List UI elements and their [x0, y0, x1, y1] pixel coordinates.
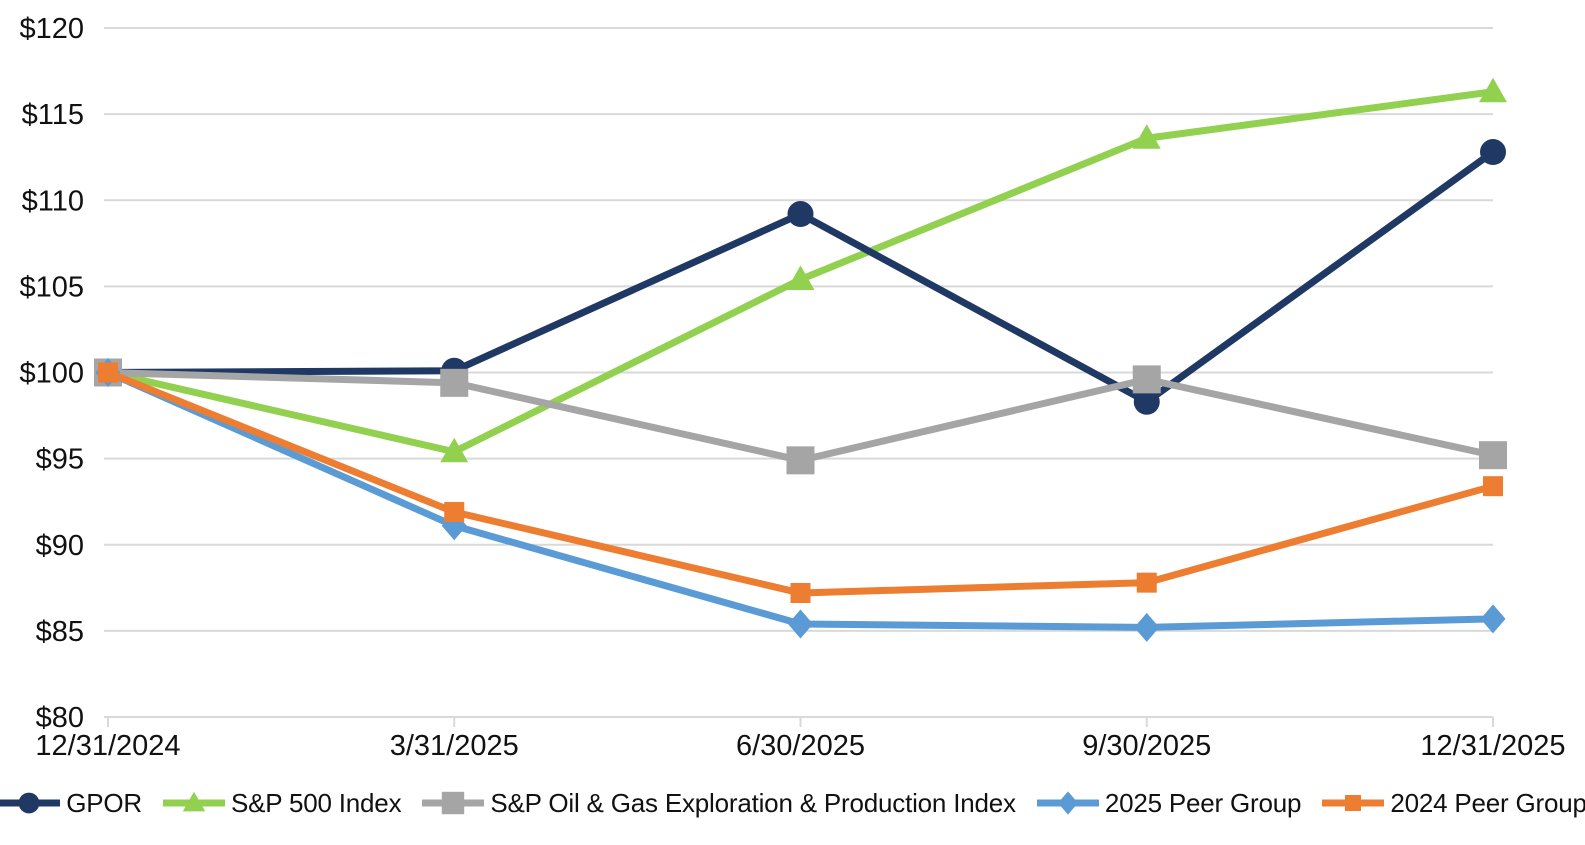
- x-axis-label: 3/31/2025: [390, 730, 519, 762]
- legend-marker-square-small-icon: [1322, 795, 1385, 811]
- legend-item-s-p-oil-gas-exploration-production-index: S&P Oil & Gas Exploration & Production I…: [422, 785, 1016, 821]
- legend-item-gpor: GPOR: [0, 785, 142, 821]
- data-point-2025-peer-group-2: [788, 609, 813, 639]
- y-tick-label: $110: [22, 185, 84, 217]
- y-tick-label: $80: [36, 702, 84, 734]
- data-point-2025-peer-group-3: [1134, 612, 1160, 642]
- data-point-s-p-oil-gas-exploration-production-index-3: [1132, 365, 1161, 394]
- x-axis-label: 6/30/2025: [736, 730, 865, 762]
- data-point-s-p-oil-gas-exploration-production-index-4: [1479, 441, 1507, 470]
- legend-marker-square-icon: [422, 791, 485, 815]
- legend-item-2025-peer-group: 2025 Peer Group: [1036, 785, 1302, 821]
- x-axis-label: 12/31/2024: [35, 730, 180, 762]
- legend-marker-circle-icon: [0, 792, 61, 814]
- data-point-2024-peer-group-4: [1483, 476, 1503, 497]
- legend-label: 2025 Peer Group: [1104, 787, 1302, 818]
- data-point-2025-peer-group-4: [1480, 604, 1506, 634]
- legend-item-2024-peer-group: 2024 Peer Group: [1322, 785, 1585, 821]
- series-s-p-500-index: [94, 77, 1507, 463]
- data-point-gpor-4: [1480, 139, 1506, 166]
- legend-label: S&P Oil & Gas Exploration & Production I…: [490, 787, 1016, 818]
- data-point-s-p-500-index-2: [786, 265, 815, 290]
- y-tick-label: $90: [36, 530, 84, 562]
- legend-marker-shape: [442, 791, 465, 815]
- data-point-s-p-500-index-3: [1132, 124, 1161, 149]
- legend-item-s-p-500-index: S&P 500 Index: [162, 785, 402, 821]
- plot-area: $80 $85 $90 $95 $100 $105 $110 $115 $120 12/31/20…: [19, 13, 1565, 762]
- series-line-2024-peer-group: [104, 369, 1497, 597]
- data-point-2024-peer-group-0: [98, 362, 118, 383]
- legend-label: 2024 Peer Group: [1390, 787, 1585, 818]
- data-point-2024-peer-group-2: [790, 582, 811, 603]
- data-point-s-p-oil-gas-exploration-production-index-1: [440, 368, 469, 397]
- y-tick-label: $115: [22, 99, 84, 131]
- x-axis-label: 9/30/2025: [1082, 730, 1211, 762]
- legend-marker-shape: [1345, 795, 1362, 811]
- legend-label: GPOR: [66, 787, 142, 818]
- data-point-gpor-2: [787, 201, 814, 228]
- y-tick-label: $120: [19, 13, 84, 45]
- y-tick-label: $85: [36, 616, 84, 648]
- x-axis-label: 12/31/2025: [1420, 730, 1565, 762]
- legend-marker-triangle-icon: [162, 791, 225, 812]
- data-point-gpor-3: [1133, 388, 1160, 415]
- legend: GPOR S&P 500 Index S&P Oil & Gas Explorati…: [0, 770, 1585, 836]
- y-tick-label: $100: [19, 358, 84, 390]
- series-2024-peer-group: [98, 362, 1503, 603]
- data-point-s-p-500-index-4: [1479, 77, 1507, 103]
- legend-marker-diamond-icon: [1036, 791, 1099, 815]
- data-point-s-p-oil-gas-exploration-production-index-2: [786, 446, 815, 475]
- legend-marker-shape: [182, 791, 206, 812]
- y-tick-label: $95: [36, 444, 84, 476]
- y-tick-label: $105: [19, 271, 84, 303]
- legend-marker-shape: [18, 792, 40, 814]
- legend-label: S&P 500 Index: [230, 787, 402, 818]
- data-point-2024-peer-group-1: [444, 502, 465, 523]
- data-point-2024-peer-group-3: [1136, 572, 1157, 593]
- legend-marker-shape: [1057, 791, 1078, 815]
- data-point-s-p-500-index-1: [440, 437, 469, 463]
